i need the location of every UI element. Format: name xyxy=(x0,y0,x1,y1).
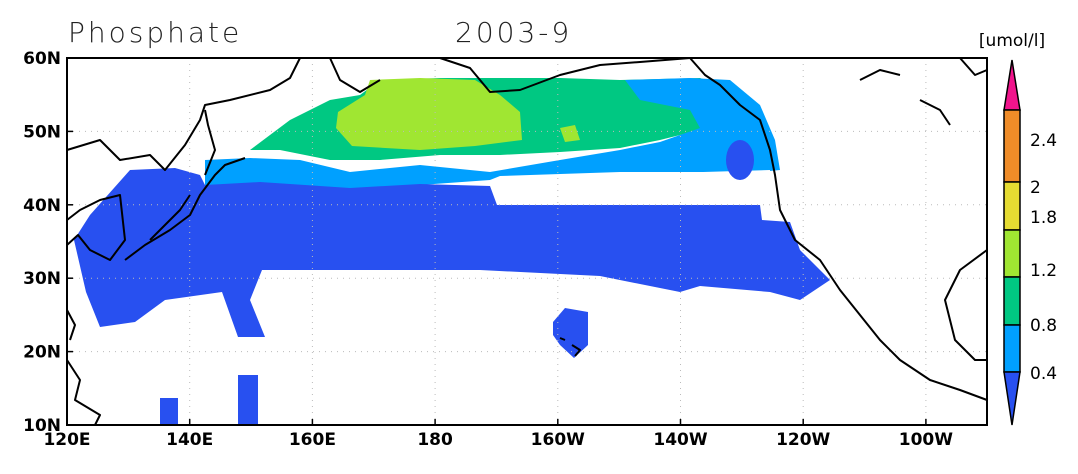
unit: [umol/l] xyxy=(979,31,1045,51)
x-tick-label: 160W xyxy=(531,430,585,450)
y-tick-label: 20N xyxy=(23,343,61,363)
y-tick-label: 60N xyxy=(23,49,61,69)
colorbar-label: 0.8 xyxy=(1030,316,1057,336)
colorbar-label: 2.4 xyxy=(1030,131,1057,151)
field xyxy=(74,78,830,425)
colorbar-label: 2 xyxy=(1030,178,1041,198)
map-frame xyxy=(66,57,988,426)
colorbar-label: 0.4 xyxy=(1030,364,1057,384)
colorbar xyxy=(1003,59,1021,426)
colorbar-labels: 2.4 2 1.8 1.2 0.8 0.4 xyxy=(1030,131,1057,384)
colorbar-label: 1.8 xyxy=(1030,208,1057,228)
x-tick-label: 140W xyxy=(653,430,707,450)
y-tick-label: 30N xyxy=(23,269,61,289)
x-tick-label: 120W xyxy=(776,430,830,450)
y-tick-label: 50N xyxy=(23,122,61,142)
x-tick-label: 100W xyxy=(899,430,953,450)
y-tick-label: 10N xyxy=(23,416,61,436)
axes: 120E 140E 160E 180 160W 140W 120W 100W 10N 20N 30N… xyxy=(23,49,953,450)
date: 2003-9 xyxy=(455,16,572,49)
title: Phosphate xyxy=(68,16,242,49)
x-tick-label: 140E xyxy=(166,430,213,450)
x-tick-label: 180 xyxy=(417,430,453,450)
x-tick-label: 160E xyxy=(289,430,336,450)
coastlines xyxy=(66,57,988,426)
y-tick-label: 40N xyxy=(23,196,61,216)
colorbar-label: 1.2 xyxy=(1030,261,1057,281)
x-tick-label: 120E xyxy=(43,430,90,450)
